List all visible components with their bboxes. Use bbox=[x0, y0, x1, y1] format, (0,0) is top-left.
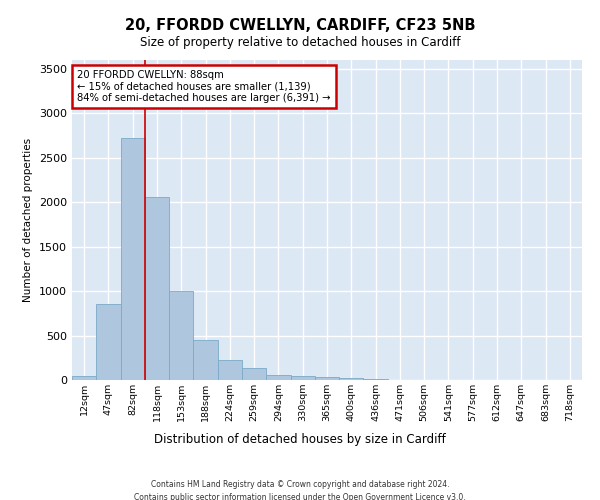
Bar bbox=[266, 374, 290, 380]
Bar bbox=[169, 291, 193, 380]
Bar bbox=[242, 368, 266, 380]
Text: Distribution of detached houses by size in Cardiff: Distribution of detached houses by size … bbox=[154, 432, 446, 446]
Bar bbox=[290, 376, 315, 380]
Text: 20 FFORDD CWELLYN: 88sqm
← 15% of detached houses are smaller (1,139)
84% of sem: 20 FFORDD CWELLYN: 88sqm ← 15% of detach… bbox=[77, 70, 331, 103]
Bar bbox=[364, 379, 388, 380]
Bar bbox=[193, 340, 218, 380]
Bar bbox=[145, 197, 169, 380]
Text: 20, FFORDD CWELLYN, CARDIFF, CF23 5NB: 20, FFORDD CWELLYN, CARDIFF, CF23 5NB bbox=[125, 18, 475, 32]
Bar bbox=[96, 304, 121, 380]
Text: Contains HM Land Registry data © Crown copyright and database right 2024.
Contai: Contains HM Land Registry data © Crown c… bbox=[134, 480, 466, 500]
Bar bbox=[218, 360, 242, 380]
Bar bbox=[315, 377, 339, 380]
Text: Size of property relative to detached houses in Cardiff: Size of property relative to detached ho… bbox=[140, 36, 460, 49]
Y-axis label: Number of detached properties: Number of detached properties bbox=[23, 138, 34, 302]
Bar bbox=[339, 378, 364, 380]
Bar bbox=[121, 138, 145, 380]
Bar bbox=[72, 376, 96, 380]
